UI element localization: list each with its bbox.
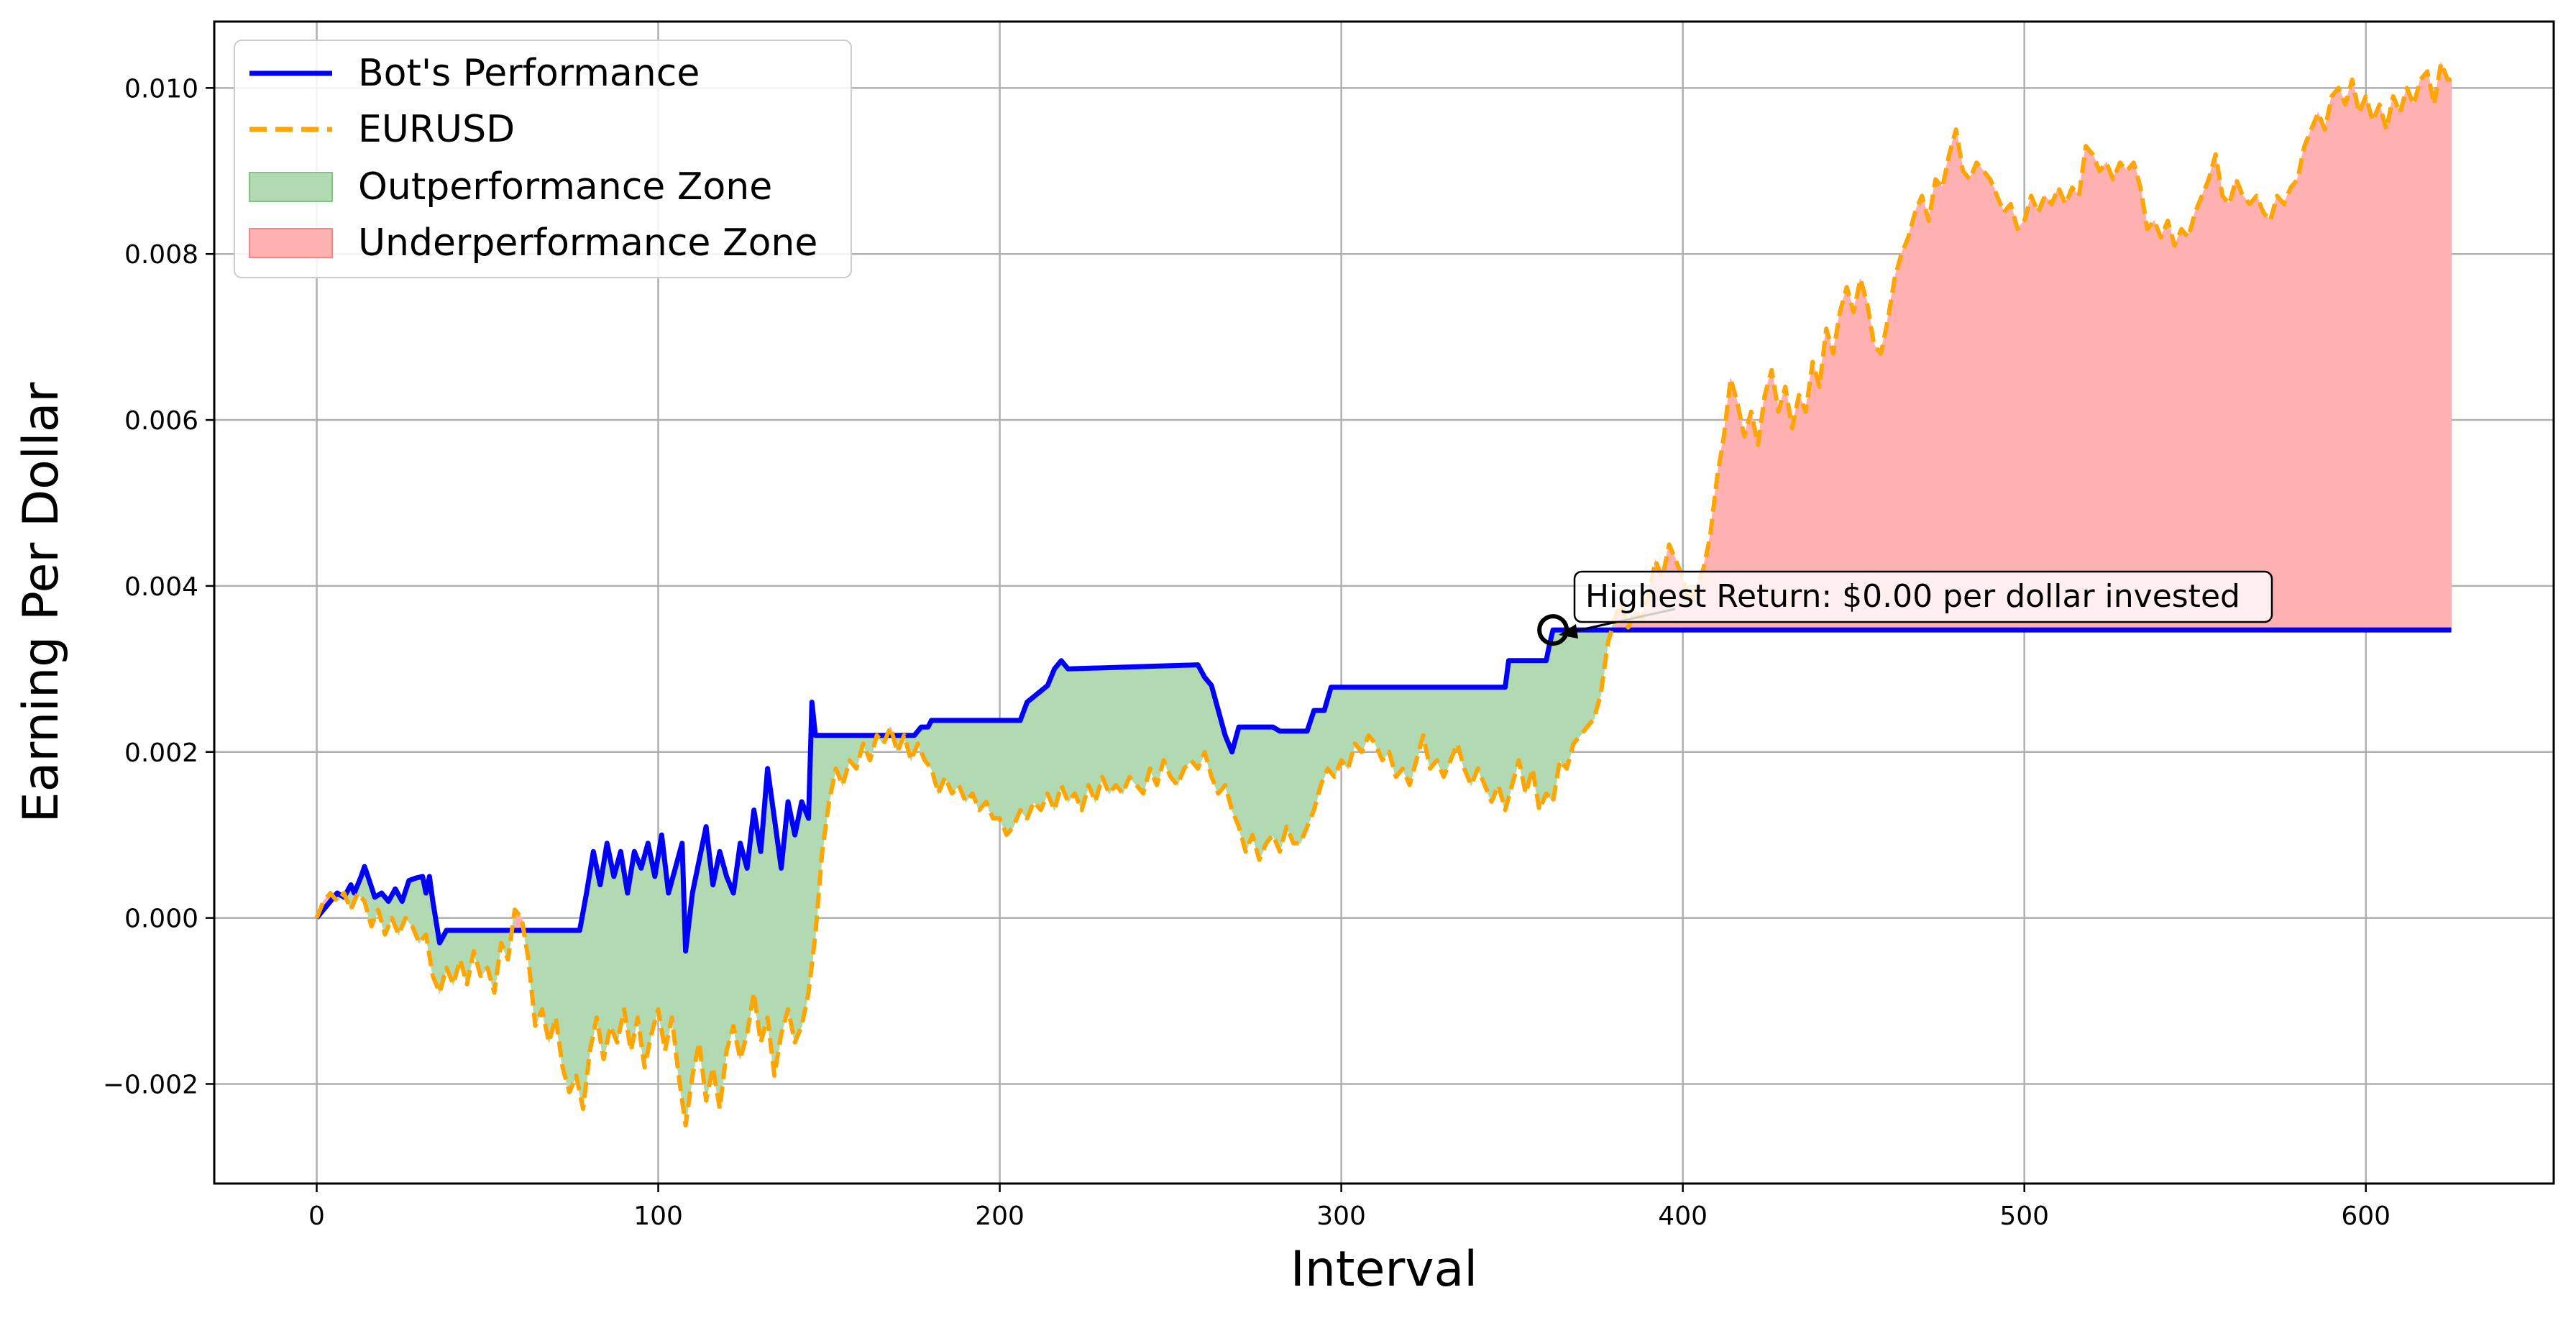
legend-label-eurusd: EURUSD xyxy=(358,108,515,151)
x-tick-label-100: 100 xyxy=(633,1202,683,1231)
x-tick-label-200: 200 xyxy=(975,1202,1025,1231)
series-line-bots-performance xyxy=(314,627,2452,954)
annotation-box xyxy=(1573,570,2273,623)
x-tick-label-600: 600 xyxy=(2341,1202,2391,1231)
y-tick-label-4: 0.006 xyxy=(124,406,198,436)
legend: Bot's Performance EURUSD Outperformance … xyxy=(234,40,852,278)
annotation-text: Highest Return: $0.00 per dollar investe… xyxy=(1585,578,2240,615)
legend-label-bots-performance: Bot's Performance xyxy=(358,52,700,95)
legend-box xyxy=(234,40,852,278)
y-tick-label-2: 0.002 xyxy=(124,738,198,768)
y-tick-label-5: 0.008 xyxy=(124,240,198,270)
annotation-marker xyxy=(1537,614,1569,646)
annotation: Highest Return: $0.00 per dollar investe… xyxy=(1537,570,2273,646)
series-lines xyxy=(314,60,2452,1128)
x-axis-title: Interval xyxy=(1291,1241,1477,1298)
legend-swatch-underperformance-zone xyxy=(249,228,333,258)
plot-frame xyxy=(213,20,2555,1185)
legend-swatch-outperformance-zone xyxy=(249,172,333,202)
y-tick-label-3: 0.004 xyxy=(124,572,198,602)
axis-ticks: 0 100 200 300 400 500 600 −0.002 0.000 0.002 0.004… xyxy=(103,74,2391,1231)
legend-label-outperformance-zone: Outperformance Zone xyxy=(358,165,772,209)
x-tick-label-300: 300 xyxy=(1316,1202,1366,1231)
x-tick-label-0: 0 xyxy=(308,1202,325,1231)
series-line-eurusd xyxy=(314,60,2452,1128)
y-tick-label-0: −0.002 xyxy=(103,1070,198,1099)
y-axis-title: Earning Per Dollar xyxy=(13,383,70,823)
x-tick-label-500: 500 xyxy=(1999,1202,2049,1231)
x-tick-label-400: 400 xyxy=(1658,1202,1708,1231)
y-tick-label-1: 0.000 xyxy=(124,905,198,934)
zone-fills xyxy=(316,60,2452,1126)
y-tick-label-6: 0.010 xyxy=(124,74,198,104)
legend-label-underperformance-zone: Underperformance Zone xyxy=(358,221,817,265)
